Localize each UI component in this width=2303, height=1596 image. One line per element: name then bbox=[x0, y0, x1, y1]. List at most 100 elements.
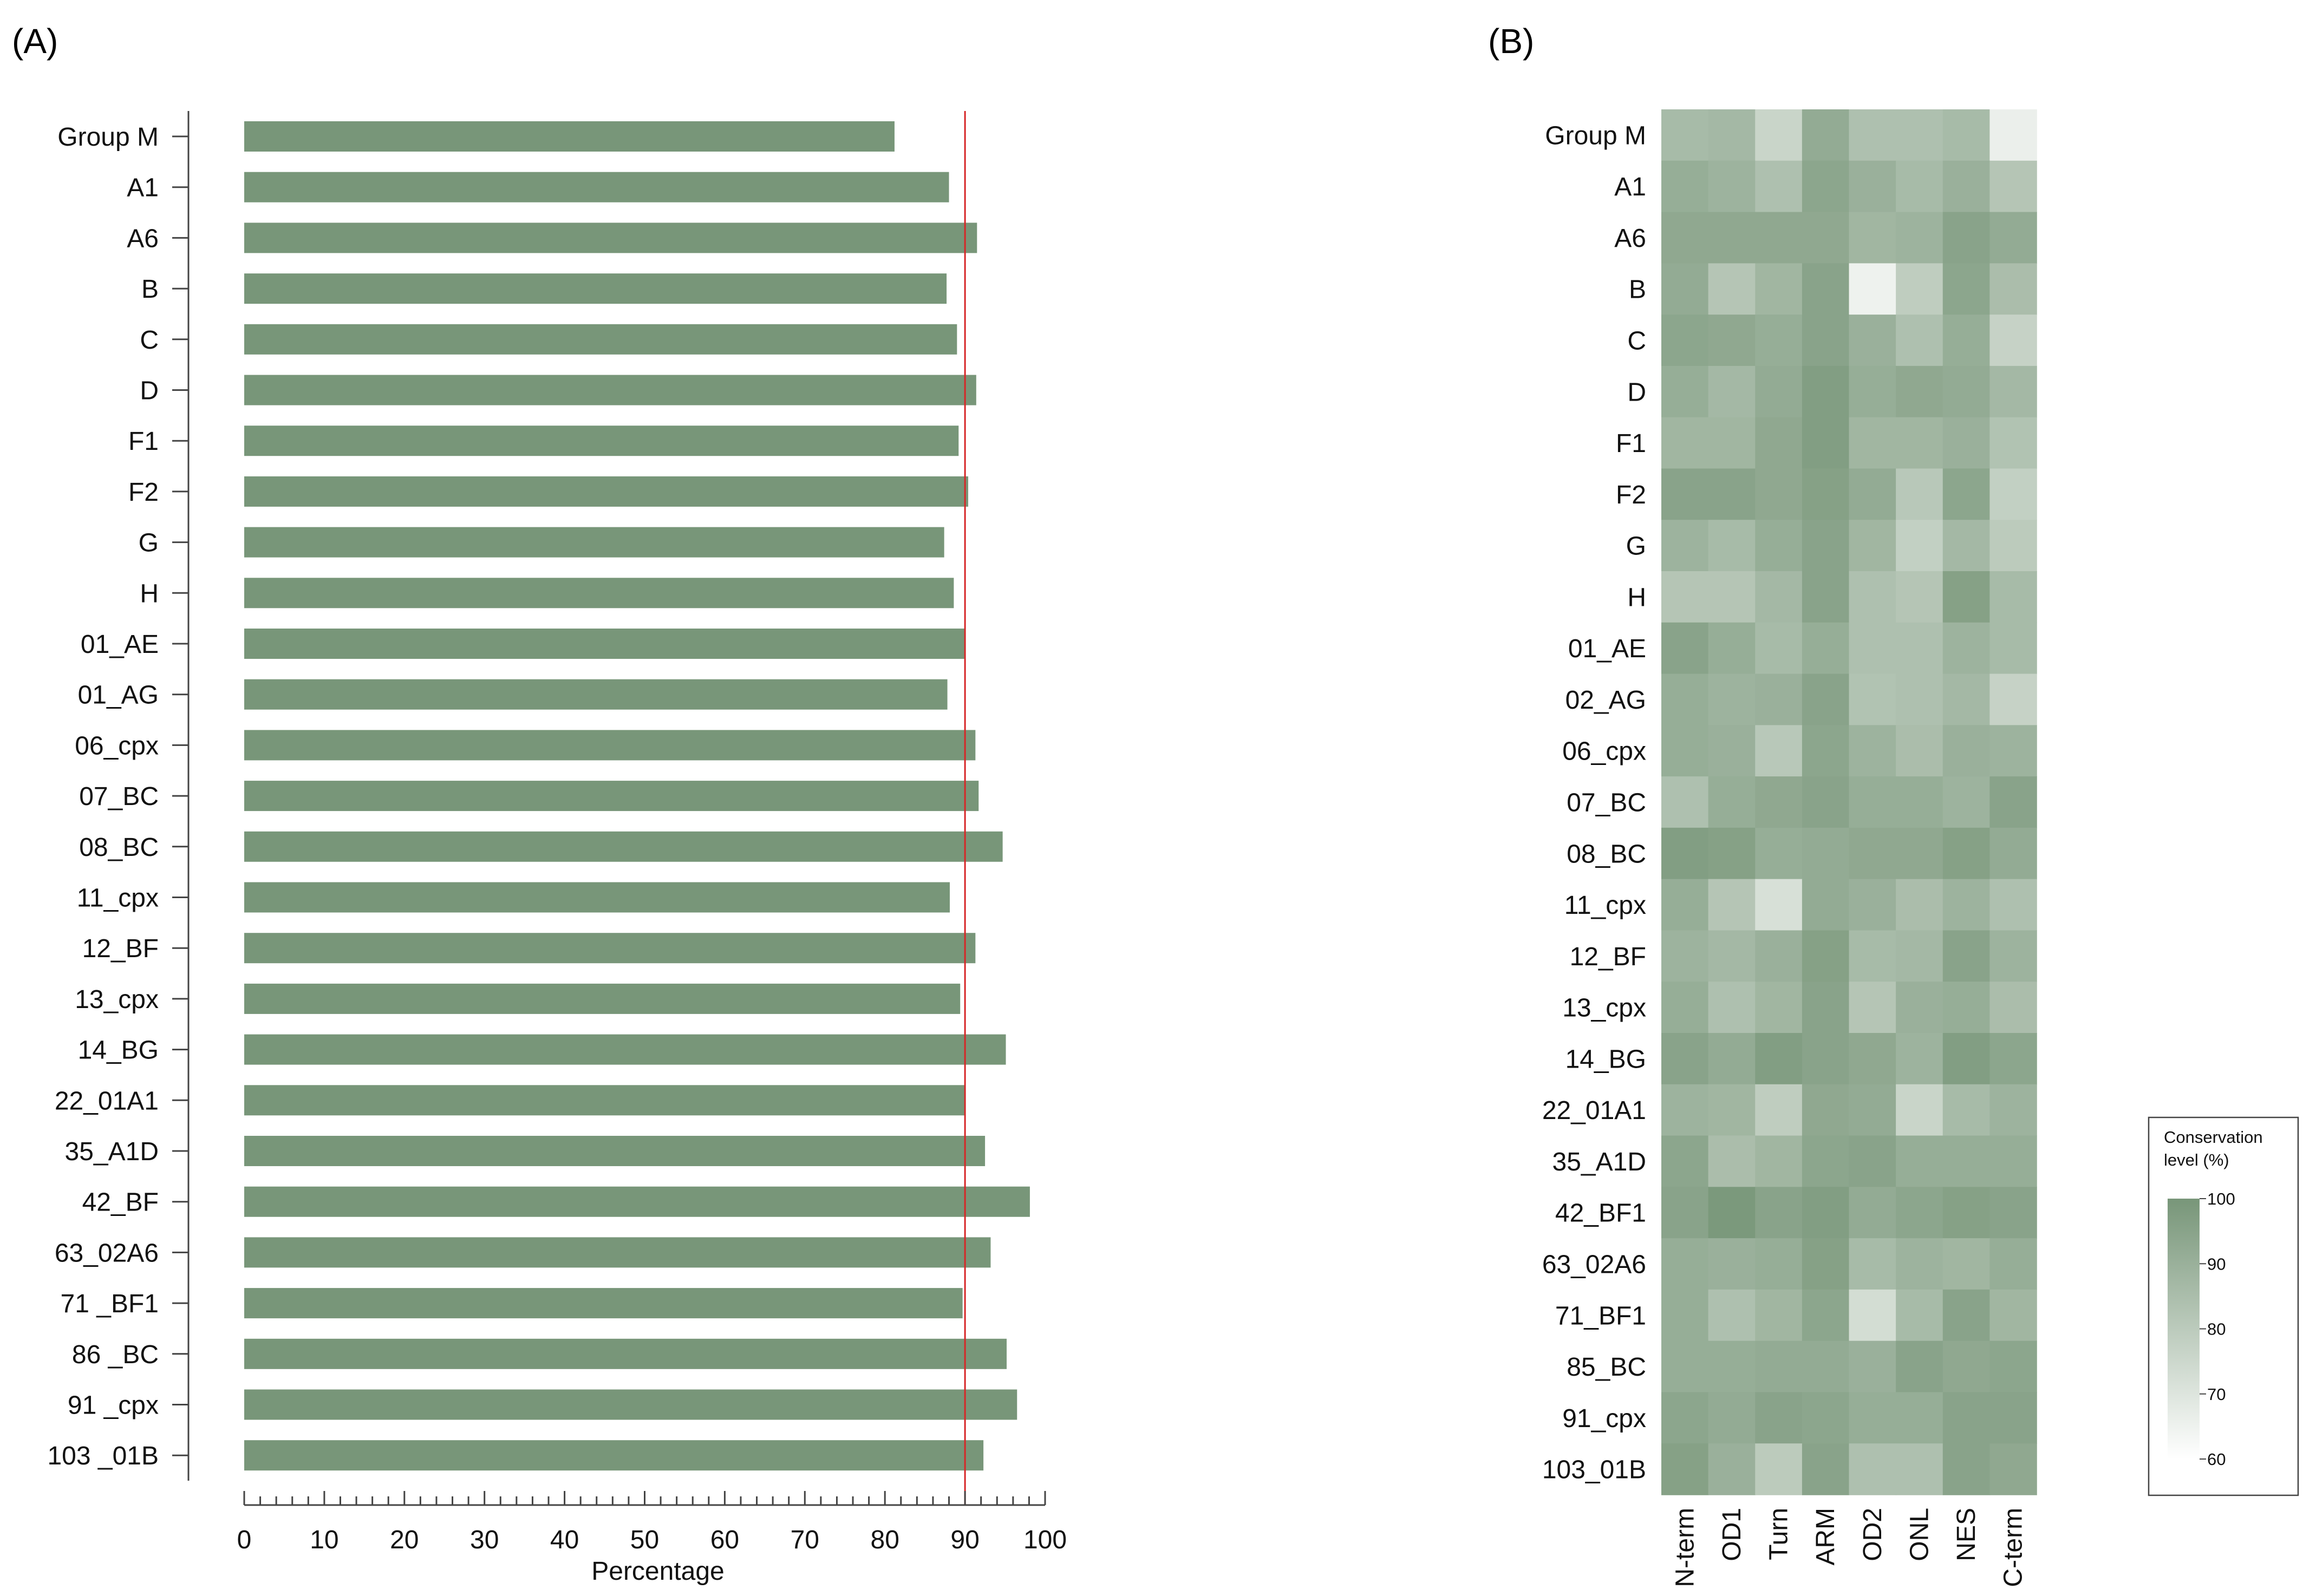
heatmap-cell bbox=[1896, 160, 1943, 213]
heatmap-cell bbox=[1989, 1238, 2037, 1290]
heatmap-column-label: ONL bbox=[1905, 1508, 1934, 1561]
heatmap-row-label: Group M bbox=[1545, 121, 1646, 150]
bar bbox=[244, 1085, 965, 1116]
heatmap-cell bbox=[1802, 1187, 1850, 1239]
heatmap-cell bbox=[1661, 212, 1709, 264]
heatmap-cell bbox=[1755, 1135, 1803, 1188]
heatmap-cell bbox=[1896, 1238, 1943, 1290]
heatmap-cell bbox=[1708, 365, 1756, 418]
heatmap-cell bbox=[1661, 315, 1709, 367]
heatmap-cell bbox=[1661, 160, 1709, 213]
heatmap-cell bbox=[1896, 622, 1943, 675]
heatmap-column-label: N-term bbox=[1671, 1508, 1699, 1587]
category-label: F2 bbox=[128, 478, 159, 507]
heatmap-cell bbox=[1661, 673, 1709, 726]
bar bbox=[244, 1440, 984, 1471]
heatmap-cell bbox=[1708, 1392, 1756, 1444]
heatmap-cell bbox=[1896, 879, 1943, 931]
heatmap-cell bbox=[1661, 263, 1709, 315]
heatmap-cell bbox=[1802, 468, 1850, 521]
heatmap-cell bbox=[1989, 776, 2037, 828]
heatmap-row-label: 63_02A6 bbox=[1542, 1251, 1646, 1279]
category-label: 11_cpx bbox=[77, 884, 159, 913]
heatmap-cell bbox=[1989, 879, 2037, 931]
heatmap-cell bbox=[1849, 982, 1896, 1034]
heatmap-cell bbox=[1755, 1392, 1803, 1444]
category-label: 103 _01B bbox=[47, 1442, 159, 1470]
heatmap-cell bbox=[1849, 520, 1896, 572]
heatmap-cell bbox=[1849, 930, 1896, 983]
bar bbox=[244, 1338, 1007, 1369]
heatmap-cell bbox=[1708, 109, 1756, 161]
heatmap-cell bbox=[1942, 1187, 1991, 1239]
heatmap-cell bbox=[1661, 1084, 1709, 1136]
heatmap-column-label: OD2 bbox=[1858, 1508, 1887, 1561]
heatmap-cell bbox=[1896, 982, 1943, 1034]
heatmap-cell bbox=[1708, 520, 1756, 572]
heatmap-cell bbox=[1896, 365, 1943, 418]
heatmap-cell bbox=[1849, 827, 1896, 880]
heatmap-cell bbox=[1989, 1135, 2037, 1188]
bar bbox=[244, 1136, 986, 1166]
bar bbox=[244, 933, 976, 964]
heatmap-cell bbox=[1661, 1135, 1709, 1188]
bar-chart: Group M A1 A6 BCD F1 F2 GH 01_AE 01_AG 06_cpx 07_B… bbox=[47, 111, 1067, 1586]
heatmap-legend: Conservation level (%) 100 90 80 70 60 bbox=[2148, 1116, 2299, 1496]
heatmap-column-label: Turn bbox=[1765, 1508, 1793, 1560]
heatmap-cell bbox=[1802, 1443, 1850, 1495]
heatmap-cell bbox=[1989, 417, 2037, 469]
legend-tick-label: 70 bbox=[2207, 1385, 2226, 1404]
x-tick-label: 100 bbox=[1023, 1526, 1067, 1554]
heatmap-cell bbox=[1942, 930, 1991, 983]
category-label: 01_AG bbox=[78, 681, 159, 710]
heatmap-cell bbox=[1849, 725, 1896, 777]
category-label: H bbox=[140, 579, 159, 608]
heatmap-row-label: 06_cpx bbox=[1562, 737, 1646, 766]
heatmap-cell bbox=[1849, 468, 1896, 521]
heatmap-cell bbox=[1661, 365, 1709, 418]
heatmap-cell bbox=[1849, 417, 1896, 469]
heatmap-cell bbox=[1989, 673, 2037, 726]
heatmap-cell bbox=[1661, 417, 1709, 469]
heatmap-cell bbox=[1661, 930, 1709, 983]
heatmap-cell bbox=[1942, 263, 1991, 315]
heatmap-cell bbox=[1896, 212, 1943, 264]
heatmap-cell bbox=[1708, 622, 1756, 675]
heatmap-cell bbox=[1896, 1443, 1943, 1495]
heatmap-cell bbox=[1661, 468, 1709, 521]
category-label: 01_AE bbox=[81, 630, 159, 659]
heatmap-cell bbox=[1708, 1033, 1756, 1085]
heatmap-cell bbox=[1661, 1443, 1709, 1495]
heatmap-cell bbox=[1989, 160, 2037, 213]
heatmap-cell bbox=[1942, 776, 1991, 828]
heatmap-cell bbox=[1989, 212, 2037, 264]
heatmap-cell bbox=[1802, 827, 1850, 880]
heatmap-cell bbox=[1849, 1033, 1896, 1085]
bar bbox=[244, 1186, 1030, 1217]
bar bbox=[244, 679, 948, 710]
heatmap-cell bbox=[1708, 1135, 1756, 1188]
bar bbox=[244, 172, 949, 202]
heatmap-cell bbox=[1755, 622, 1803, 675]
heatmap-cell bbox=[1661, 1340, 1709, 1393]
heatmap-row-label: A6 bbox=[1614, 224, 1646, 253]
heatmap-cell bbox=[1849, 622, 1896, 675]
heatmap-cell bbox=[1802, 930, 1850, 983]
heatmap-cell bbox=[1755, 1289, 1803, 1342]
x-tick-label: 40 bbox=[550, 1526, 579, 1554]
heatmap-cell bbox=[1942, 212, 1991, 264]
heatmap-cell bbox=[1661, 1187, 1709, 1239]
bar bbox=[244, 983, 961, 1014]
legend-tick-label: 60 bbox=[2207, 1450, 2226, 1469]
heatmap-column-label: ARM bbox=[1811, 1508, 1840, 1566]
bar bbox=[244, 223, 977, 253]
heatmap-cell bbox=[1896, 1084, 1943, 1136]
heatmap-cell bbox=[1896, 520, 1943, 572]
heatmap-cell bbox=[1849, 673, 1896, 726]
heatmap-row-label: 85_BC bbox=[1567, 1353, 1646, 1382]
category-label: 35_A1D bbox=[65, 1137, 159, 1166]
heatmap-cell bbox=[1849, 109, 1896, 161]
heatmap-cell bbox=[1802, 982, 1850, 1034]
heatmap-cell bbox=[1755, 725, 1803, 777]
heatmap-row-label: 71_BF1 bbox=[1555, 1301, 1646, 1330]
